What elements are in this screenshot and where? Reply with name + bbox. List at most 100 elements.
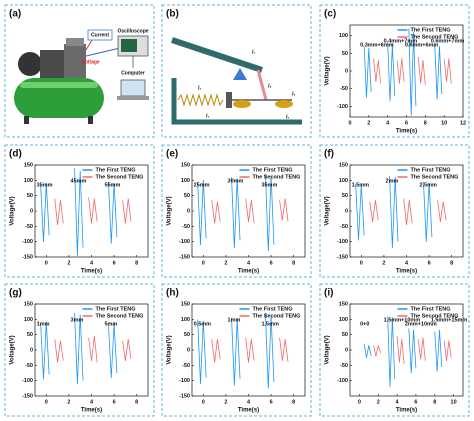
illustration-b: l₁ l₂ l₃ l₄ l₅ l₆ [171,37,302,125]
series-line [211,198,289,224]
y-tick-label: -100 [337,104,348,110]
series-line [211,337,289,363]
panel-border [319,283,470,417]
legend-label: The First TENG [410,27,450,33]
annotation: 55mm [104,182,120,188]
laptop-base [117,96,149,100]
y-tick-label: 150 [181,301,190,307]
block [226,92,232,108]
y-tick-label: -100 [22,239,33,245]
illustration-a: Current Oscilloscope Voltage Computer [14,28,149,124]
annotation: 1.5mm [352,182,370,188]
panel-label: (c) [324,9,336,20]
y-tick-label: 50 [342,51,348,57]
y-axis-label: Voltage(V) [167,196,173,225]
y-tick-label: -50 [182,363,190,369]
series-line [355,175,433,249]
label: Current [91,32,109,38]
wire [85,47,121,57]
x-tick-label: 8 [292,399,295,405]
y-tick-label: 100 [339,317,348,323]
legend-label: The First TENG [410,306,450,312]
fan [18,52,42,76]
annotation: 30mm [228,178,244,184]
x-tick-label: 12 [460,120,466,126]
annotation: 3mm [71,317,84,323]
legend-label: The First TENG [410,167,450,173]
legend-label: The First TENG [252,167,292,173]
annotation: 0.6mm+7mm [431,38,465,44]
x-axis-label: Time(s) [396,269,417,275]
y-tick-label: 50 [184,193,190,199]
plot-frame [191,164,306,258]
panel-label: (d) [9,149,22,160]
spring [177,93,224,107]
x-axis-label: Time(s) [81,269,102,275]
y-tick-label: -150 [337,254,348,260]
x-tick-label: 6 [270,399,273,405]
annotation: 0+0 [360,321,369,327]
x-tick-label: 8 [424,120,427,126]
y-axis-label: Voltage(V) [325,335,331,364]
plot-frame [34,164,149,258]
y-tick-label: 50 [27,193,33,199]
series-line [363,316,443,388]
x-tick-label: 0 [360,260,363,266]
y-tick-label: 150 [24,162,33,168]
y-tick-label: -50 [25,224,33,230]
y-tick-label: 0 [30,208,33,214]
y-tick-label: -50 [340,363,348,369]
y-tick-label: -50 [340,86,348,92]
annotation: 0.3mm+6mm [360,42,394,48]
series-line [373,336,452,364]
legend-label: The Second TENG [252,313,300,319]
cylinder [233,100,251,108]
annotation: 1mm [228,317,241,323]
label: Computer [121,70,145,76]
legend-label: The Second TENG [95,313,143,319]
series-line [373,56,452,86]
label: l₄ [268,83,271,89]
x-tick-label: 2 [382,260,385,266]
plot-frame [34,303,149,397]
x-tick-label: 2 [224,399,227,405]
x-tick-label: 8 [135,399,138,405]
y-tick-label: 150 [339,162,348,168]
y-tick-label: -50 [25,363,33,369]
x-tick-label: 0 [202,260,205,266]
annotation: 1mm [37,321,50,327]
y-tick-label: -150 [179,254,190,260]
panel-border [161,283,312,417]
x-tick-label: 6 [270,260,273,266]
x-tick-label: 0 [202,399,205,405]
y-tick-label: -50 [182,224,190,230]
label: l₁ [252,49,255,55]
label: Oscilloscope [117,28,148,34]
y-tick-label: 150 [24,301,33,307]
pivot [233,68,247,80]
series-line [369,198,447,226]
x-tick-label: 4 [396,399,400,405]
panel-border [319,144,470,278]
annotation: 2mm+10mm [405,321,437,327]
panel-border [161,144,312,278]
x-axis-label: Time(s) [81,408,102,414]
y-tick-label: 100 [181,317,190,323]
y-tick-label: 150 [339,301,348,307]
label: l₆ [292,91,295,97]
legend-label: The Second TENG [252,174,300,180]
cylinder [64,44,86,78]
x-tick-label: 2 [67,260,70,266]
panel-border [4,283,155,417]
label: l₃ [206,113,209,119]
annotation: 2mm [386,178,399,184]
x-axis-label: Time(s) [396,129,417,135]
y-tick-label: -100 [337,239,348,245]
plot-frame [349,164,464,258]
annotation: 0.5mm [194,321,212,327]
x-tick-label: 0 [45,260,48,266]
x-tick-label: 2 [67,399,70,405]
x-tick-label: 8 [292,260,295,266]
y-axis-label: Voltage(V) [10,335,16,364]
panel-border [161,4,312,138]
